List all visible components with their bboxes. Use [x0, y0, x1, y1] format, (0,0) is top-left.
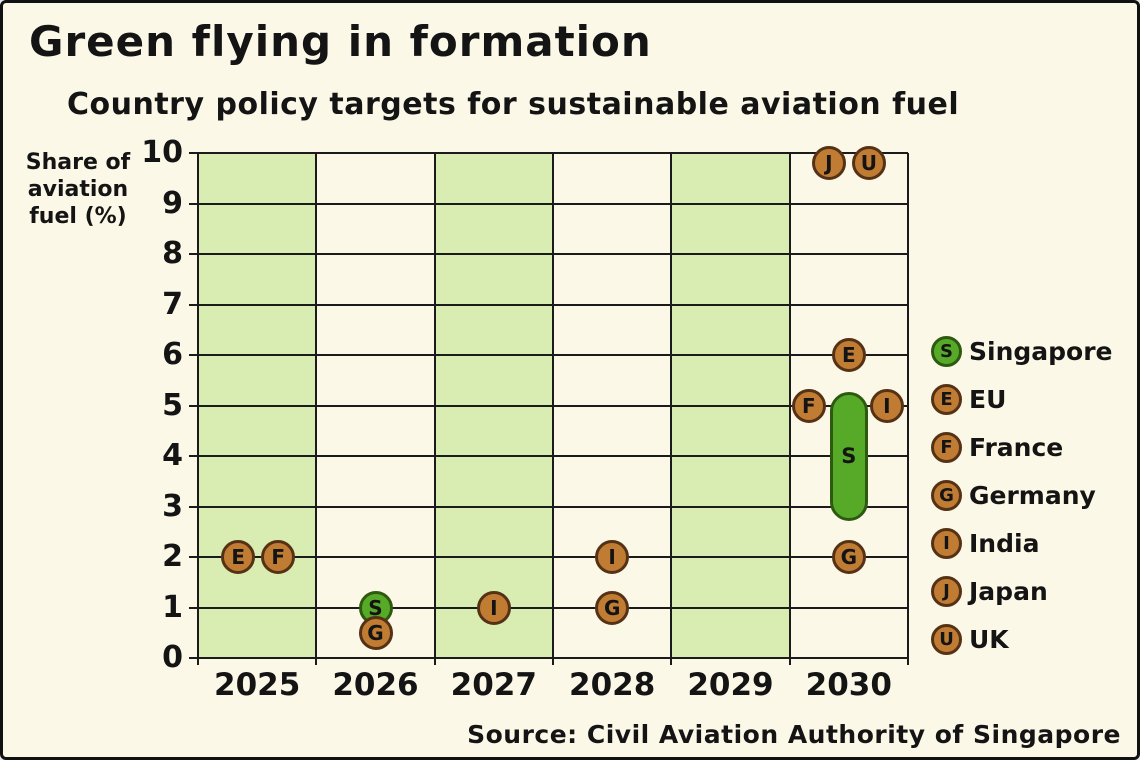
gridline-horizontal	[189, 202, 908, 205]
marker-Germany-2030: G	[831, 540, 866, 574]
legend-marker-Japan: J	[931, 576, 962, 607]
legend-marker-Germany: G	[931, 480, 962, 511]
legend-label-India: India	[969, 529, 1040, 558]
x-tick-label-2027: 2027	[450, 667, 537, 703]
y-axis-title-line: fuel (%)	[29, 204, 127, 229]
y-tick-label-9: 9	[162, 185, 183, 221]
marker-France-2025: F	[261, 540, 296, 574]
marker-India-2030: I	[869, 388, 904, 423]
y-tick-label-3: 3	[162, 488, 183, 524]
source-note: Source: Civil Aviation Authority of Sing…	[467, 720, 1121, 749]
legend-label-France: France	[969, 433, 1064, 462]
chart-title: Green flying in formation	[29, 17, 652, 66]
y-tick-label-1: 1	[162, 589, 183, 625]
gridline-horizontal	[189, 657, 908, 659]
gridline-horizontal	[189, 404, 908, 407]
marker-Germany-2026: G	[358, 615, 393, 650]
gridline-vertical	[907, 153, 909, 665]
y-tick-label-0: 0	[162, 640, 183, 675]
legend-label-Japan: Japan	[969, 577, 1048, 606]
legend-item-UK: U UK	[931, 622, 1137, 657]
gridline-horizontal	[189, 253, 908, 255]
legend-label-UK: UK	[969, 625, 1009, 654]
gridline-horizontal	[189, 354, 908, 356]
y-tick-label-8: 8	[162, 236, 183, 271]
marker-India-2028: I	[595, 540, 630, 574]
legend-item-India: I India	[931, 526, 1137, 561]
gridline-horizontal	[189, 606, 908, 609]
marker-France-2030: F	[791, 388, 826, 423]
y-axis-title-line: aviation	[27, 177, 129, 202]
y-axis-tick-labels: 0 1 2 3 4 5 6 7 8 9 10	[3, 136, 189, 675]
x-tick-label-2026: 2026	[332, 667, 419, 703]
range-marker-Singapore-2030: S	[829, 391, 868, 521]
marker-Germany-2028: G	[595, 590, 630, 625]
chart-subtitle: Country policy targets for sustainable a…	[67, 87, 960, 122]
y-tick-label-5: 5	[162, 387, 183, 423]
y-tick-label-2: 2	[162, 539, 183, 574]
x-axis-tick-labels: 2025 2026 2027 2028 2029 2030	[198, 667, 908, 707]
y-tick-label-4: 4	[162, 438, 183, 473]
gridline-horizontal	[189, 505, 908, 508]
legend-marker-France: F	[931, 432, 962, 463]
marker-EU-2030: E	[831, 338, 866, 372]
x-tick-label-2030: 2030	[805, 667, 892, 703]
legend-item-Singapore: S Singapore	[931, 334, 1137, 369]
y-axis-title-line: Share of	[25, 150, 131, 175]
legend-marker-India: I	[931, 528, 962, 559]
legend-item-Japan: J Japan	[931, 574, 1137, 609]
gridline-vertical	[788, 153, 791, 665]
legend-label-Germany: Germany	[969, 481, 1096, 510]
marker-India-2027: I	[476, 590, 511, 625]
marker-EU-2025: E	[221, 540, 256, 574]
legend-label-EU: EU	[969, 385, 1007, 414]
marker-UK-2030: U	[851, 146, 886, 180]
marker-Japan-2030: J	[811, 146, 846, 180]
gridline-horizontal	[189, 152, 908, 154]
gridline-vertical	[552, 153, 554, 665]
x-tick-label-2025: 2025	[214, 667, 301, 703]
gridline-vertical	[197, 153, 199, 665]
legend-label-Singapore: Singapore	[969, 337, 1113, 366]
legend-item-France: F France	[931, 430, 1137, 465]
gridline-horizontal	[189, 556, 908, 558]
y-axis-title: Share of aviation fuel (%)	[11, 149, 145, 230]
gridline-vertical	[433, 153, 436, 665]
y-tick-label-6: 6	[162, 337, 183, 372]
gridline-vertical	[670, 153, 673, 665]
gridline-horizontal	[189, 455, 908, 457]
legend-item-EU: E EU	[931, 382, 1137, 417]
legend-marker-Singapore: S	[931, 336, 962, 367]
x-tick-label-2028: 2028	[569, 667, 656, 703]
y-tick-label-10: 10	[141, 135, 183, 170]
y-tick-label-7: 7	[162, 286, 183, 322]
legend-marker-UK: U	[931, 624, 962, 655]
legend: S Singapore E EU F France G Germany I India J Japan…	[931, 334, 1137, 670]
legend-item-Germany: G Germany	[931, 478, 1137, 513]
legend-marker-EU: E	[931, 384, 962, 415]
x-tick-label-2029: 2029	[687, 667, 774, 703]
gridline-vertical	[315, 153, 318, 665]
gridline-horizontal	[189, 303, 908, 306]
